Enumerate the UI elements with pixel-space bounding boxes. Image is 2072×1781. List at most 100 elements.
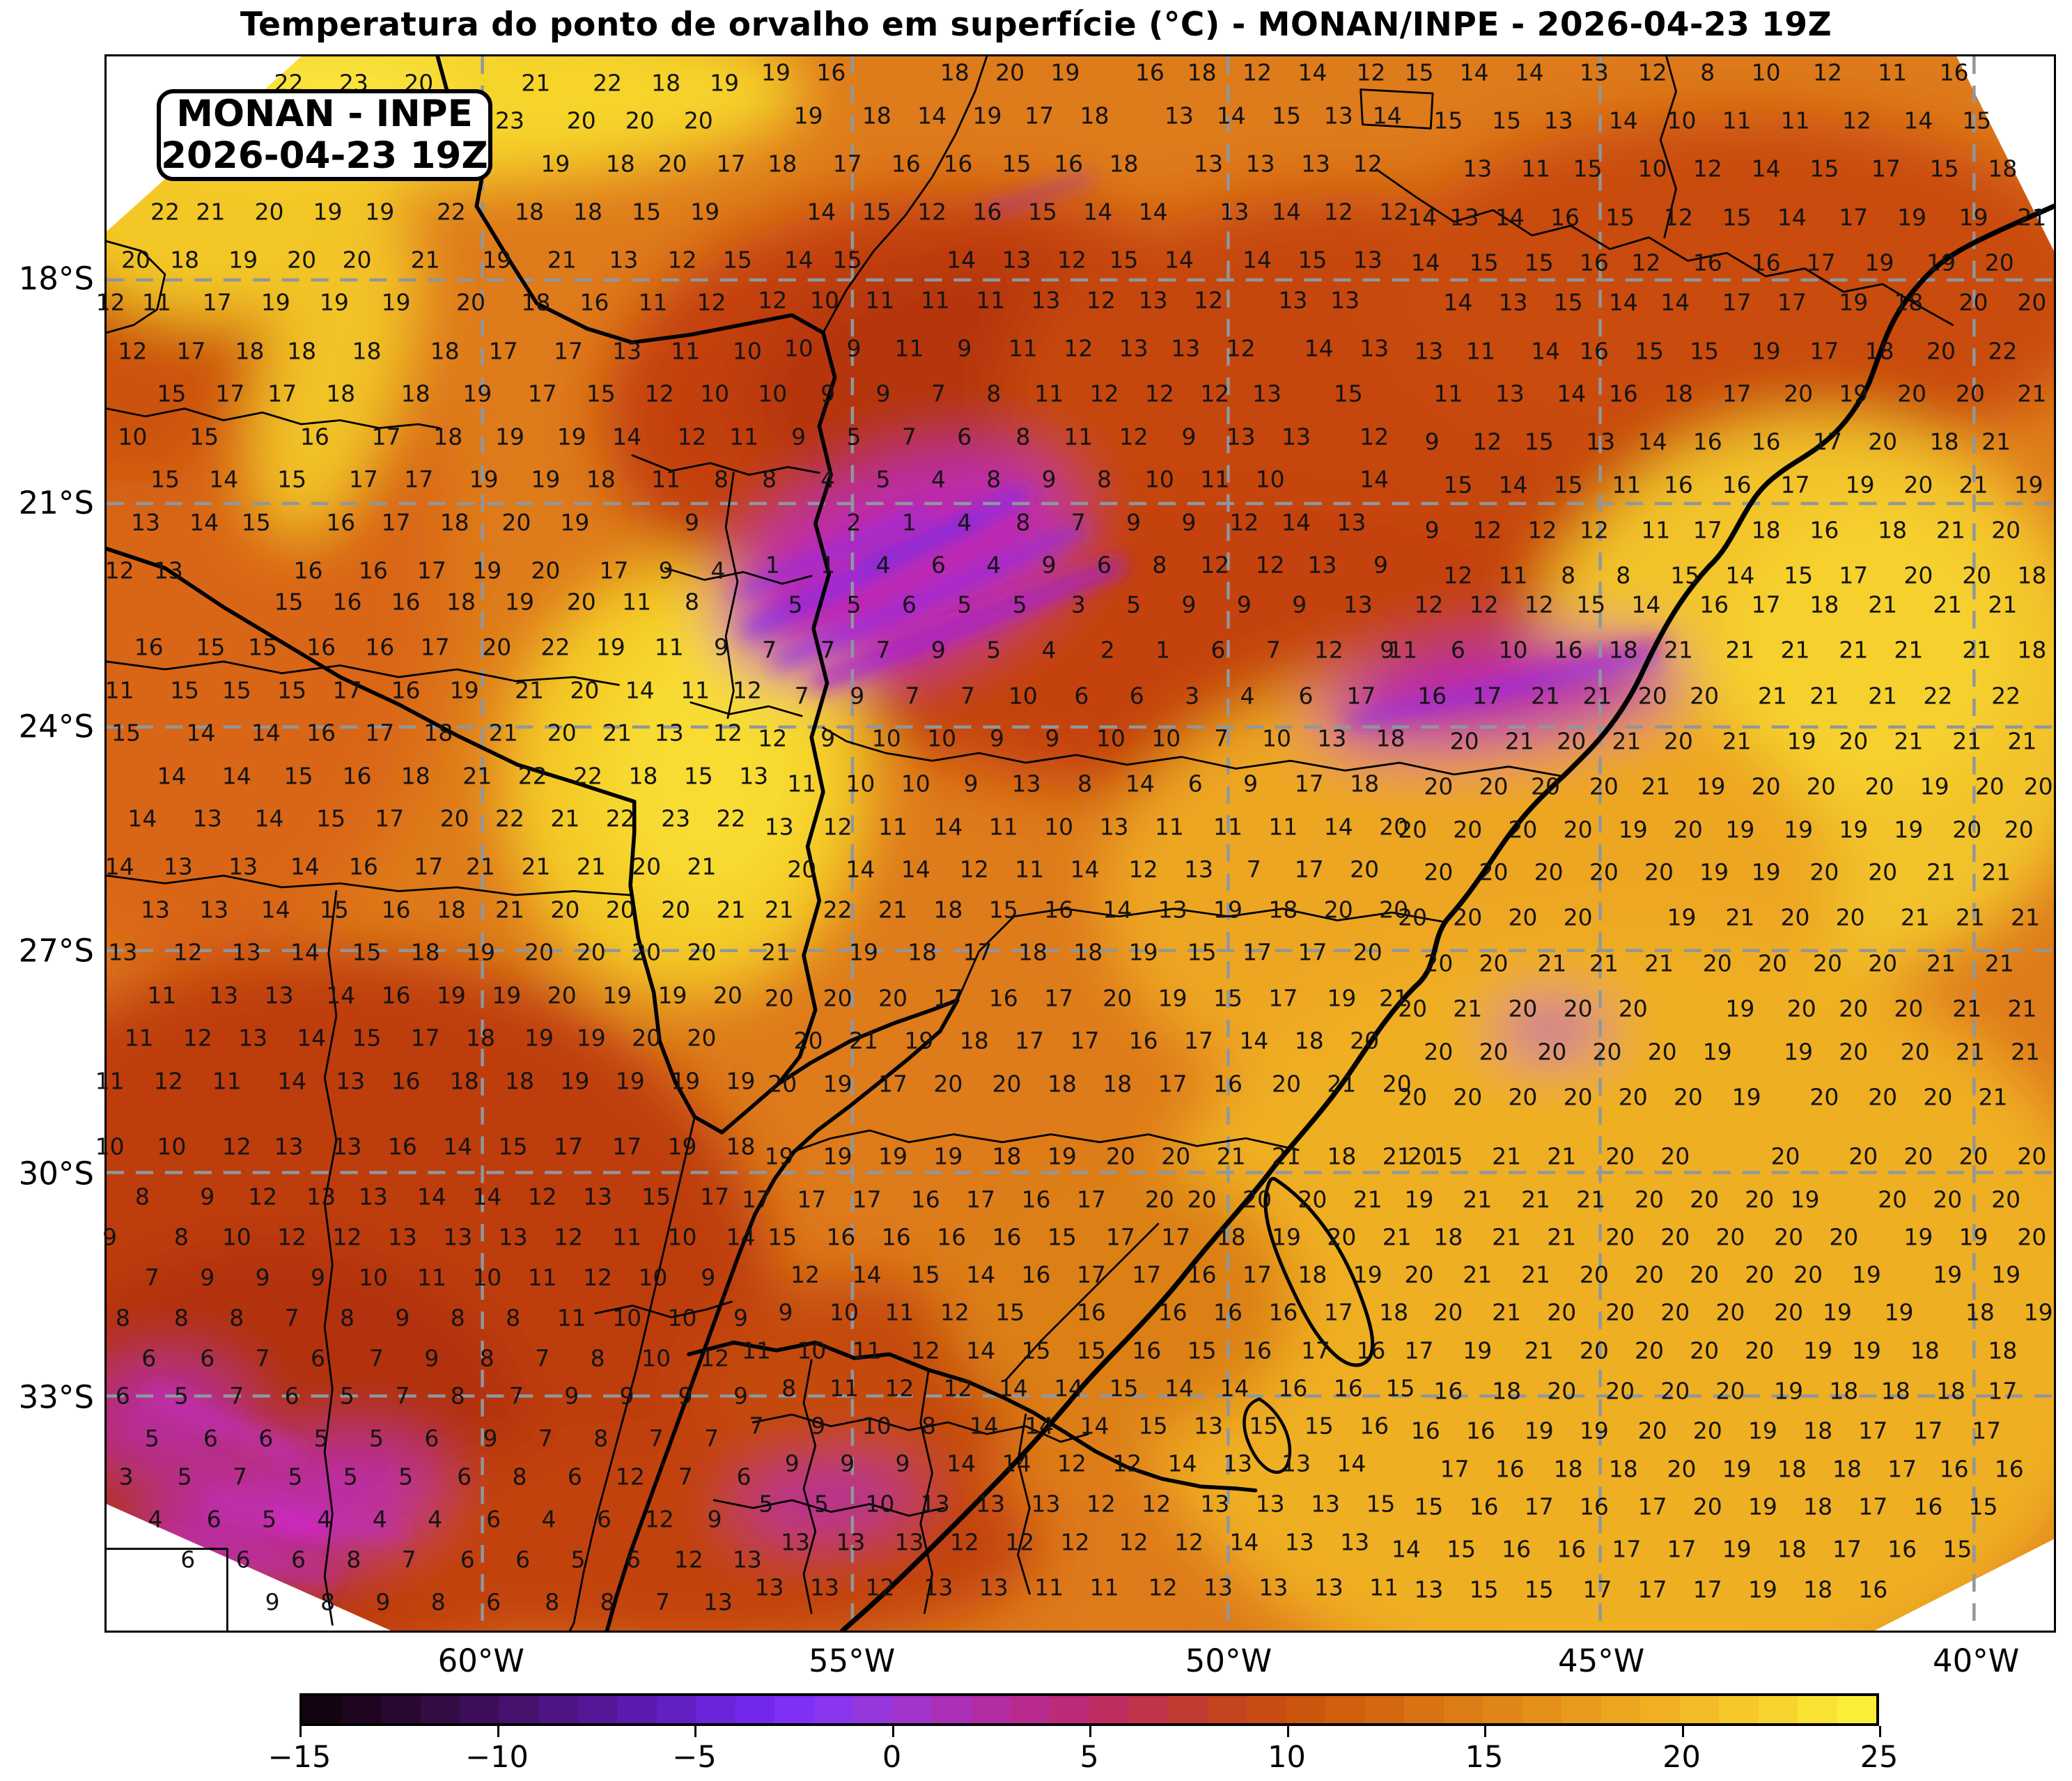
station-value: 12 (1469, 591, 1499, 619)
station-value: 15 (1469, 249, 1499, 277)
station-value: 15 (988, 896, 1018, 924)
station-value: 20 (1637, 682, 1667, 710)
station-value: 20 (1161, 1142, 1191, 1170)
station-value: 20 (1690, 682, 1720, 710)
station-value: 17 (527, 380, 557, 407)
station-value: 17 (554, 337, 584, 365)
station-value: 4 (1041, 636, 1057, 664)
colorbar-segment (1286, 1696, 1325, 1723)
station-value: 21 (1547, 1223, 1577, 1251)
station-value: 17 (1988, 1377, 2018, 1405)
station-value: 19 (1272, 1223, 1302, 1251)
station-value: 12 (583, 1263, 613, 1291)
station-value: 19 (1958, 1223, 1988, 1251)
station-value: 12 (1813, 59, 1843, 86)
station-value: 6 (1298, 682, 1314, 710)
station-value: 18 (1216, 1223, 1246, 1251)
station-value: 16 (381, 896, 411, 924)
station-value: 7 (144, 1263, 159, 1291)
station-value: 12 (104, 557, 134, 584)
station-value: 9 (930, 636, 946, 664)
station-value: 16 (1128, 1027, 1158, 1055)
station-value: 12 (1323, 198, 1353, 226)
station-value: 15 (1443, 471, 1473, 499)
station-value: 17 (414, 853, 444, 880)
station-value: 14 (1660, 288, 1690, 316)
station-value: 22 (1923, 682, 1953, 710)
station-value: 19 (1803, 1337, 1833, 1364)
station-value: 13 (443, 1223, 473, 1251)
station-value: 4 (148, 1505, 163, 1533)
station-value: 10 (829, 1298, 859, 1326)
station-value: 19 (1839, 816, 1869, 843)
station-value: 18 (430, 337, 460, 365)
station-value: 15 (1298, 246, 1327, 274)
station-value: 10 (1637, 155, 1667, 182)
station-value: 15 (1109, 1374, 1139, 1402)
station-value: 8 (781, 1374, 797, 1402)
station-value: 20 (632, 853, 662, 880)
station-value: 12 (1148, 1573, 1178, 1601)
station-value: 20 (1839, 727, 1869, 755)
station-value: 21 (1900, 903, 1930, 931)
station-value: 5 (173, 1382, 189, 1410)
station-value: 16 (1579, 249, 1609, 277)
station-value: 9 (1424, 428, 1440, 456)
station-value: 17 (381, 508, 411, 536)
station-value: 19 (524, 1024, 554, 1052)
station-value: 18 (352, 337, 382, 365)
station-value: 17 (1887, 1455, 1917, 1483)
station-value: 20 (1618, 995, 1648, 1022)
station-value: 11 (104, 676, 134, 704)
colorbar-segment (774, 1696, 814, 1723)
station-value: 11 (612, 1223, 642, 1251)
station-value: 16 (891, 150, 921, 178)
station-value: 19 (1751, 337, 1781, 365)
station-value: 15 (1333, 380, 1363, 407)
station-value: 14 (933, 813, 963, 841)
station-value: 12 (696, 288, 726, 316)
station-value: 22 (436, 198, 466, 226)
station-value: 10 (846, 770, 875, 798)
station-value: 17 (1243, 938, 1272, 966)
colorbar-segment (932, 1696, 972, 1723)
station-value: 14 (260, 896, 290, 924)
station-value: 14 (1360, 465, 1389, 493)
station-value: 16 (1158, 1298, 1187, 1326)
station-value: 21 (1955, 903, 1985, 931)
station-value: 21 (1981, 858, 2011, 886)
station-value: 10 (901, 770, 930, 798)
station-value: 14 (290, 938, 320, 966)
colorbar-segment (1247, 1696, 1286, 1723)
station-value: 19 (1823, 1298, 1852, 1326)
station-value: 17 (1839, 203, 1869, 231)
station-value: 19 (710, 69, 740, 97)
station-value: 19 (904, 1027, 934, 1055)
station-value: 17 (963, 938, 992, 966)
station-value: 14 (297, 1024, 327, 1052)
station-value: 20 (1690, 1337, 1720, 1364)
station-value: 12 (1086, 286, 1116, 314)
station-value: 11 (885, 1298, 914, 1326)
station-value: 19 (1897, 203, 1927, 231)
station-value: 17 (878, 1070, 908, 1098)
station-value: 12 (1128, 855, 1158, 883)
station-value: 7 (1246, 855, 1261, 883)
station-value: 9 (265, 1588, 280, 1616)
station-value: 12 (1637, 59, 1667, 86)
station-value: 12 (758, 286, 788, 314)
station-value: 14 (1608, 107, 1638, 134)
station-value: 20 (1637, 1417, 1667, 1445)
station-value: 12 (118, 337, 148, 365)
station-value: 8 (1152, 551, 1167, 579)
station-value: 13 (1360, 334, 1389, 362)
station-value: 13 (1282, 1449, 1311, 1477)
station-value: 12 (1841, 107, 1871, 134)
station-value: 16 (881, 1223, 911, 1251)
station-value: 18 (1988, 1337, 2018, 1364)
station-value: 13 (1414, 337, 1444, 365)
station-value: 9 (791, 423, 807, 451)
station-value: 18 (1803, 1576, 1833, 1603)
station-value: 21 (1463, 1185, 1493, 1213)
station-value: 16 (1553, 636, 1583, 664)
